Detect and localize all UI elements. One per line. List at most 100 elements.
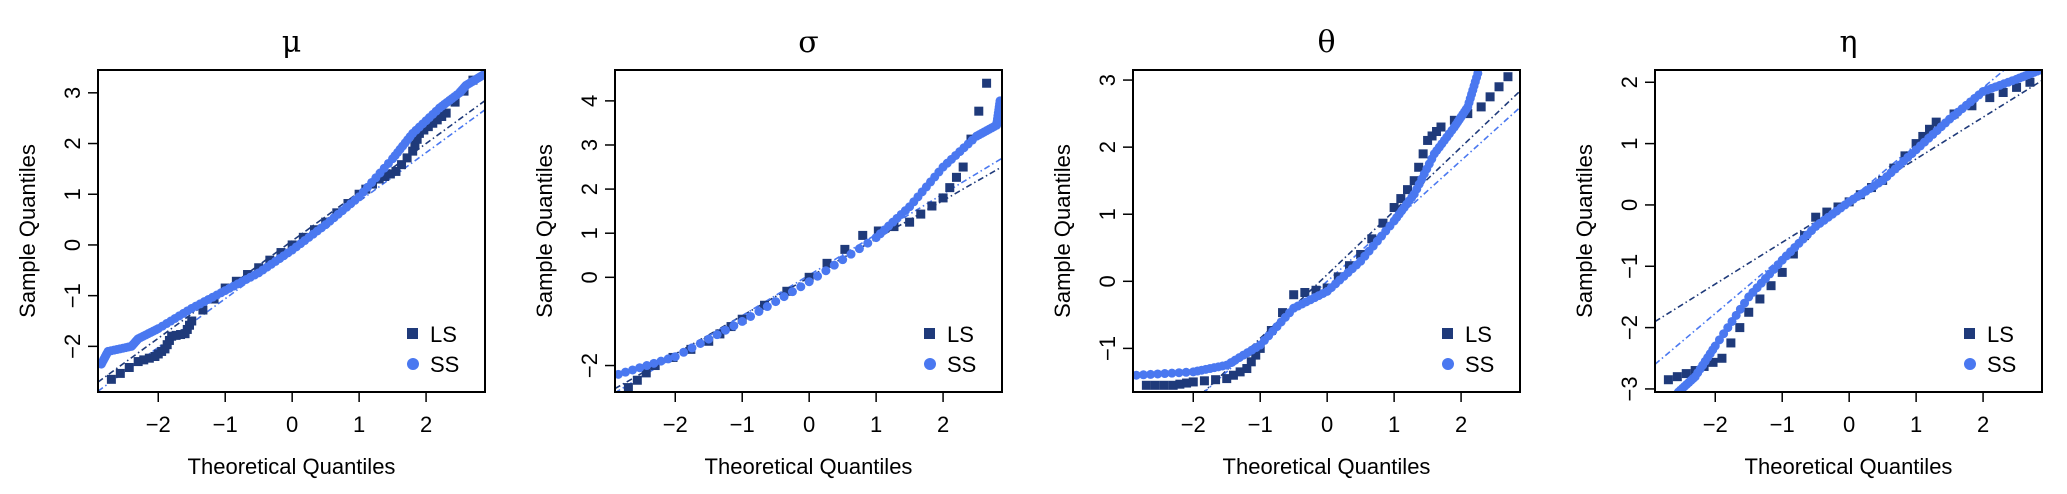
y-tick-label: −2 [577, 353, 602, 378]
data-point-LS [945, 183, 955, 193]
data-point-SS [995, 96, 1002, 106]
data-point-SS [649, 358, 659, 368]
y-axis-label: Sample Quantiles [15, 144, 40, 318]
data-point-LS [380, 171, 390, 181]
data-point-LS [402, 153, 412, 163]
data-point-SS [796, 282, 806, 292]
y-tick-label: 2 [60, 137, 85, 149]
data-point-LS [1476, 102, 1486, 112]
x-tick-label: −1 [213, 412, 238, 437]
x-tick-label: 2 [937, 412, 949, 437]
plot-area [1133, 70, 1520, 392]
x-tick-label: −2 [1703, 412, 1728, 437]
y-tick-label: 2 [577, 183, 602, 195]
y-tick-label: 4 [577, 95, 602, 107]
y-tick-label: −1 [1617, 254, 1642, 279]
data-point-SS [1146, 369, 1156, 379]
y-tick-label: −2 [1617, 315, 1642, 340]
data-point-LS [938, 193, 948, 203]
data-point-LS [254, 263, 264, 273]
data-point-SS [754, 307, 764, 316]
legend-marker-SS [924, 358, 936, 370]
legend-marker-SS [407, 358, 419, 370]
data-point-LS [974, 106, 984, 116]
legend-marker-LS [1442, 328, 1453, 339]
x-tick-label: −1 [730, 412, 755, 437]
data-point-SS [628, 365, 638, 375]
y-tick-label: 1 [60, 188, 85, 200]
data-point-LS [1681, 369, 1691, 379]
data-point-LS [1246, 357, 1256, 367]
data-point-LS [1822, 207, 1832, 217]
data-point-LS [391, 166, 401, 176]
data-point-LS [1485, 92, 1495, 102]
data-point-SS [478, 70, 485, 80]
data-point-SS [712, 330, 722, 340]
y-axis-label: Sample Quantiles [1572, 144, 1597, 318]
data-point-SS [620, 367, 630, 377]
data-point-SS [704, 334, 714, 344]
x-tick-label: 2 [1977, 412, 1989, 437]
data-point-SS [821, 266, 831, 276]
data-point-SS [1160, 369, 1170, 379]
data-point-LS [2012, 82, 2022, 92]
data-point-SS [863, 238, 873, 248]
data-point-LS [450, 97, 460, 107]
data-point-LS [1228, 370, 1238, 380]
x-axis-label: Theoretical Quantiles [1223, 454, 1431, 479]
data-point-LS [287, 240, 297, 250]
x-axis-label: Theoretical Quantiles [1745, 454, 1953, 479]
panel-2: σ −2 −1 0 1 2 −2 0 1 2 3 4 Theoretical Quantiles Samp… [532, 25, 1003, 479]
data-point-LS [1418, 149, 1428, 159]
x-tick-label: 0 [1321, 412, 1333, 437]
legend-marker-SS [1442, 358, 1454, 370]
data-point-SS [829, 260, 839, 270]
data-point-LS [1777, 267, 1787, 277]
data-point-LS [1735, 323, 1745, 333]
data-point-LS [1708, 357, 1718, 367]
data-point-SS [846, 249, 856, 259]
y-tick-label: −3 [1617, 376, 1642, 401]
data-point-SS [762, 302, 772, 312]
x-tick-label: 1 [870, 412, 882, 437]
data-point-LS [133, 357, 143, 367]
legend-marker-LS [407, 328, 418, 339]
x-tick-label: −1 [1248, 412, 1273, 437]
plot-border [614, 69, 1003, 393]
y-tick-label: −1 [1095, 336, 1120, 361]
data-point-SS [635, 363, 645, 373]
data-point-LS [1150, 380, 1160, 390]
data-point-LS [1199, 376, 1209, 386]
data-point-SS [687, 343, 697, 353]
data-point-LS [1811, 212, 1821, 222]
reference-line-SS [1203, 106, 1520, 392]
x-tick-label: 1 [353, 412, 365, 437]
legend-label-SS: SS [430, 352, 459, 377]
data-point-LS [410, 140, 420, 150]
data-point-LS [1182, 378, 1192, 388]
panel-3: θ −2 −1 0 1 2 −1 0 1 2 3 Theoretical Quantiles Sampl… [1050, 25, 1521, 479]
data-point-SS [804, 277, 814, 287]
legend-marker-LS [924, 328, 935, 339]
data-point-SS [1167, 368, 1177, 378]
plot-area [1655, 70, 2042, 392]
y-tick-label: −2 [60, 334, 85, 359]
x-tick-label: 2 [420, 412, 432, 437]
legend-label-LS: LS [430, 322, 457, 347]
data-point-LS [840, 244, 850, 254]
legend-label-SS: SS [1465, 352, 1494, 377]
data-point-LS [385, 169, 395, 179]
data-point-LS [1356, 249, 1366, 259]
panel-title: θ [1317, 25, 1335, 60]
legend-label-LS: LS [947, 322, 974, 347]
y-axis-label: Sample Quantiles [1050, 144, 1075, 318]
data-point-LS [1222, 374, 1232, 384]
y-tick-label: 0 [1617, 199, 1642, 211]
data-point-LS [1766, 281, 1776, 291]
y-tick-label: 0 [577, 271, 602, 283]
data-point-SS [1133, 370, 1141, 380]
data-point-SS [746, 311, 756, 321]
data-point-LS [124, 362, 134, 372]
data-point-LS [408, 146, 418, 156]
data-point-SS [642, 361, 652, 371]
